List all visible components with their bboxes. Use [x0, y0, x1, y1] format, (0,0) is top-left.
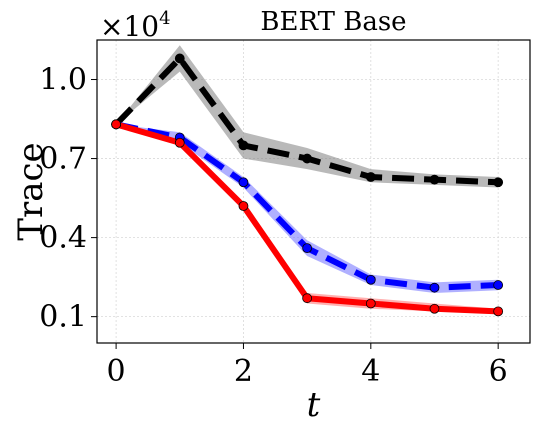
chart-title: BERT Base	[260, 7, 406, 37]
series-1-point	[365, 274, 376, 285]
series-1-point	[429, 282, 440, 293]
series-0-point	[429, 174, 440, 185]
series-1-point	[302, 243, 313, 254]
y-tick-label: 0.7	[39, 142, 87, 177]
series-2-point	[365, 298, 376, 309]
axis-labels: BERT Base t Trace ×104	[11, 7, 407, 425]
x-tick-label: 0	[107, 354, 126, 389]
y-axis-label: Trace	[11, 142, 51, 240]
x-tick-label: 2	[234, 354, 253, 389]
y-tick-label: 1.0	[39, 63, 87, 98]
series-0-point	[302, 153, 313, 164]
series-0-point	[238, 140, 249, 151]
y-axis-multiplier: ×104	[100, 8, 171, 43]
series-2-point	[174, 137, 185, 148]
x-axis-label: t	[307, 385, 321, 425]
series-points	[111, 53, 504, 317]
y-multiplier-exponent: 4	[159, 8, 170, 29]
series-1-point	[493, 280, 504, 290]
y-tick-label: 0.1	[39, 300, 87, 335]
series-0-point	[493, 177, 504, 188]
y-multiplier-base: ×10	[100, 10, 159, 43]
x-tick-label: 4	[361, 354, 380, 389]
series-2-point	[238, 201, 249, 211]
x-tick-label: 6	[489, 354, 508, 389]
y-tick-label: 0.4	[39, 221, 87, 256]
series-2-point	[302, 293, 313, 304]
axis-ticks: 0 2 4 6 0.1 0.4 0.7 1.0	[39, 63, 507, 389]
series-0-point	[365, 172, 376, 182]
plot-frame	[96, 39, 531, 344]
series-1-point	[238, 177, 249, 188]
series-2-point	[111, 119, 122, 130]
series-2-point	[429, 303, 440, 314]
series-0-point	[174, 53, 185, 64]
series-2-point	[493, 306, 504, 317]
